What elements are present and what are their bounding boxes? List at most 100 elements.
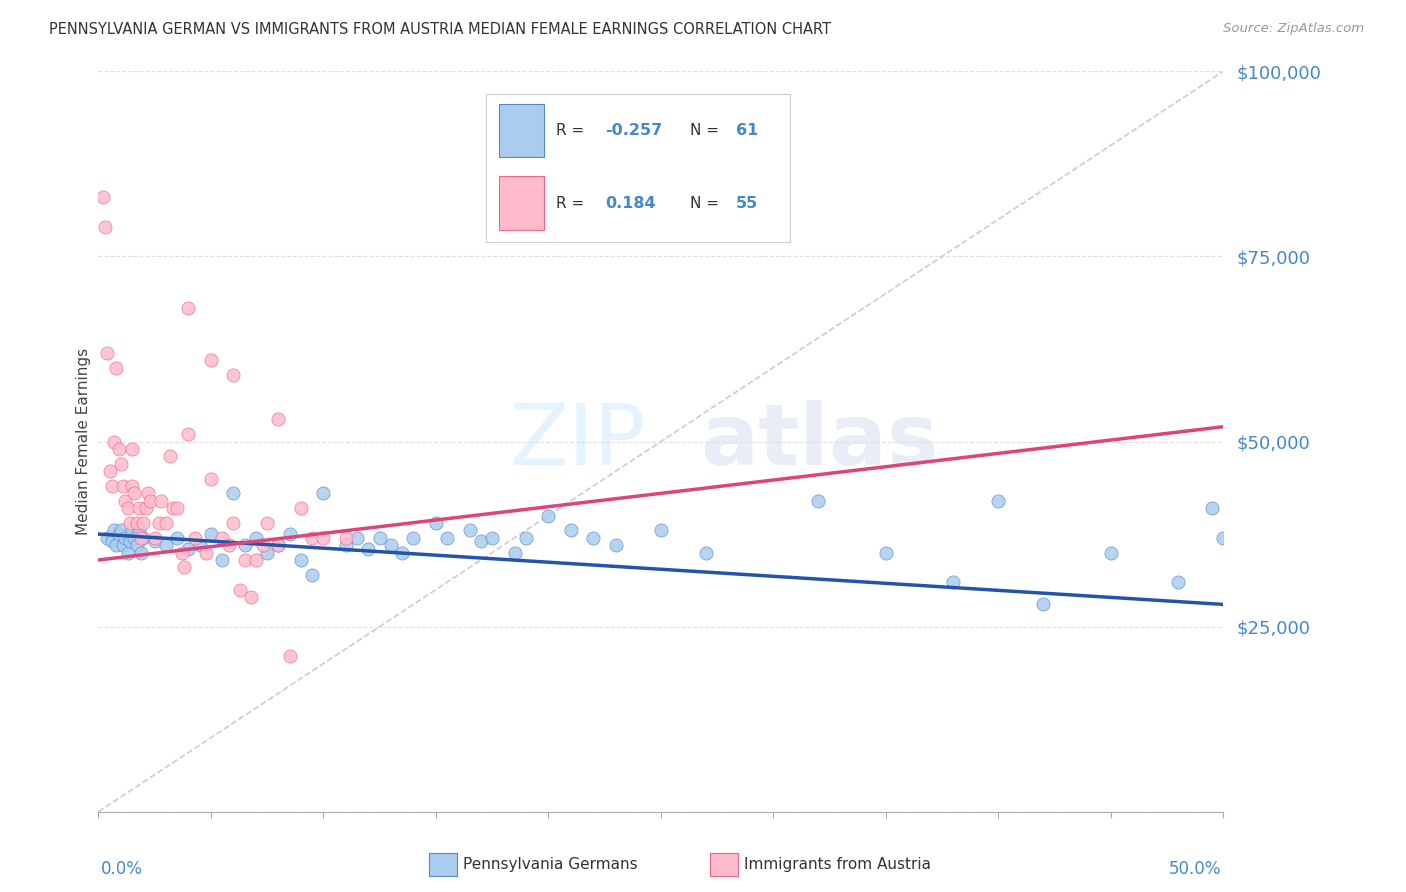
Point bbox=[481, 531, 503, 545]
Point bbox=[222, 368, 245, 382]
Point bbox=[1212, 531, 1234, 545]
Point bbox=[143, 534, 166, 549]
Point bbox=[177, 541, 200, 556]
Point bbox=[121, 524, 143, 538]
Point bbox=[875, 545, 897, 560]
Point bbox=[170, 545, 193, 560]
Point bbox=[129, 545, 152, 560]
Point bbox=[256, 516, 278, 530]
Point bbox=[96, 531, 118, 545]
Text: 50.0%: 50.0% bbox=[1168, 860, 1220, 878]
Point bbox=[114, 493, 136, 508]
Text: Immigrants from Austria: Immigrants from Austria bbox=[744, 857, 931, 871]
Point bbox=[128, 501, 150, 516]
Point bbox=[200, 471, 222, 485]
Point bbox=[117, 501, 139, 516]
Point bbox=[211, 553, 233, 567]
Point bbox=[537, 508, 560, 523]
Point bbox=[503, 545, 526, 560]
Point bbox=[177, 427, 200, 442]
Point bbox=[177, 301, 200, 316]
Point bbox=[105, 538, 128, 552]
Y-axis label: Median Female Earnings: Median Female Earnings bbox=[76, 348, 91, 535]
Point bbox=[121, 442, 143, 456]
Point bbox=[233, 553, 256, 567]
Point bbox=[942, 575, 965, 590]
Point bbox=[118, 534, 141, 549]
Point bbox=[650, 524, 672, 538]
Point bbox=[229, 582, 252, 597]
Point bbox=[112, 479, 135, 493]
Point bbox=[125, 516, 148, 530]
Point bbox=[267, 538, 290, 552]
Point bbox=[110, 457, 132, 471]
Point bbox=[807, 493, 830, 508]
Point bbox=[135, 501, 157, 516]
Point bbox=[458, 524, 481, 538]
Point bbox=[380, 538, 402, 552]
Point bbox=[132, 531, 155, 545]
Point bbox=[605, 538, 627, 552]
Point bbox=[136, 486, 159, 500]
Point bbox=[301, 567, 323, 582]
Point bbox=[166, 501, 188, 516]
Point bbox=[425, 516, 447, 530]
Point bbox=[184, 531, 207, 545]
Point bbox=[1201, 501, 1223, 516]
Point bbox=[107, 442, 129, 456]
Point bbox=[143, 531, 166, 545]
Point bbox=[91, 190, 114, 204]
Point bbox=[290, 553, 312, 567]
Point bbox=[357, 541, 380, 556]
Point bbox=[222, 486, 245, 500]
Point bbox=[695, 545, 717, 560]
Point bbox=[195, 545, 218, 560]
Point bbox=[129, 531, 152, 545]
Point bbox=[173, 560, 195, 574]
Point bbox=[128, 524, 150, 538]
Point bbox=[150, 493, 173, 508]
Point bbox=[252, 538, 274, 552]
Point bbox=[391, 545, 413, 560]
Point bbox=[110, 524, 132, 538]
Point bbox=[218, 538, 240, 552]
Point bbox=[188, 538, 211, 552]
Point bbox=[101, 534, 124, 549]
Point bbox=[94, 219, 117, 234]
Point bbox=[96, 345, 118, 359]
Point bbox=[245, 531, 267, 545]
Point bbox=[103, 434, 125, 449]
Point bbox=[162, 501, 184, 516]
Point bbox=[103, 524, 125, 538]
Point bbox=[107, 527, 129, 541]
Point bbox=[124, 531, 146, 545]
Text: PENNSYLVANIA GERMAN VS IMMIGRANTS FROM AUSTRIA MEDIAN FEMALE EARNINGS CORRELATIO: PENNSYLVANIA GERMAN VS IMMIGRANTS FROM A… bbox=[49, 22, 831, 37]
Point bbox=[101, 479, 124, 493]
Text: atlas: atlas bbox=[700, 400, 938, 483]
Point bbox=[560, 524, 582, 538]
Point bbox=[402, 531, 425, 545]
Point bbox=[987, 493, 1010, 508]
Point bbox=[200, 353, 222, 368]
Point bbox=[582, 531, 605, 545]
Point bbox=[515, 531, 537, 545]
Point bbox=[301, 531, 323, 545]
Point bbox=[155, 516, 177, 530]
Point bbox=[436, 531, 458, 545]
Point bbox=[211, 531, 233, 545]
Point bbox=[267, 538, 290, 552]
Point bbox=[245, 553, 267, 567]
Point bbox=[290, 501, 312, 516]
Point bbox=[166, 531, 188, 545]
Point bbox=[256, 545, 278, 560]
Point bbox=[240, 590, 263, 604]
Point bbox=[155, 538, 177, 552]
Text: 0.0%: 0.0% bbox=[101, 860, 142, 878]
Point bbox=[114, 531, 136, 545]
Point bbox=[124, 486, 146, 500]
Point bbox=[368, 531, 391, 545]
Point bbox=[346, 531, 368, 545]
Point bbox=[159, 450, 181, 464]
Point bbox=[278, 527, 301, 541]
Text: Pennsylvania Germans: Pennsylvania Germans bbox=[463, 857, 637, 871]
